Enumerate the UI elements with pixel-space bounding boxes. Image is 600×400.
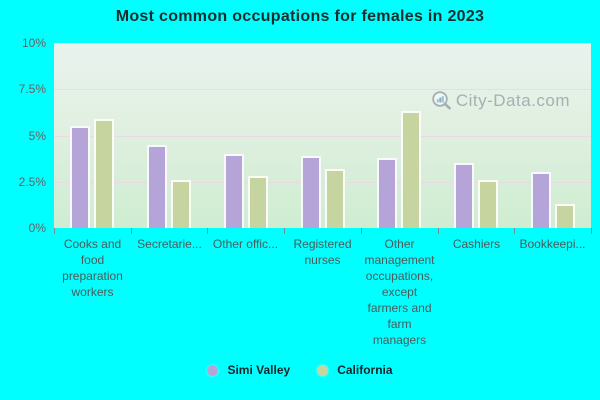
- x-axis-label: Cooks and food preparation workers: [62, 237, 123, 299]
- bar-california: [555, 204, 575, 228]
- x-axis-label: Secretarie...: [137, 237, 202, 251]
- x-axis-label: Other offic...: [212, 237, 279, 251]
- axis-tick: [438, 228, 439, 234]
- bar-simi-valley: [301, 156, 321, 228]
- legend-dot-california: [317, 364, 329, 376]
- bar-simi-valley: [70, 126, 90, 228]
- bar-simi-valley: [531, 172, 551, 228]
- axis-tick: [591, 228, 592, 234]
- axis-tick: [514, 228, 515, 234]
- bar-simi-valley: [147, 145, 167, 228]
- watermark-text: City-Data.com: [455, 91, 570, 110]
- axis-tick: [54, 228, 55, 234]
- bar-california: [94, 119, 114, 228]
- y-axis-label: 5%: [28, 129, 46, 143]
- bar-california: [171, 180, 191, 228]
- y-axis-label: 7.5%: [18, 82, 46, 96]
- y-axis-label: 0%: [28, 221, 46, 235]
- axis-tick: [361, 228, 362, 234]
- bar-simi-valley: [377, 158, 397, 228]
- axis-tick: [284, 228, 285, 234]
- gridline: [54, 136, 591, 137]
- x-axis-label: Registered nurses: [293, 237, 352, 267]
- bar-california: [325, 169, 345, 228]
- axis-tick: [207, 228, 208, 234]
- legend-label: California: [337, 363, 393, 377]
- x-axis-label: Other management occupations, except far…: [364, 237, 435, 347]
- legend-item-california: California: [317, 363, 393, 377]
- y-axis-label: 10%: [21, 36, 46, 50]
- legend-item-simi-valley: Simi Valley: [207, 363, 290, 377]
- bar-california: [248, 176, 268, 228]
- plot-area: City-Data.com: [54, 43, 591, 228]
- axis-tick: [131, 228, 132, 234]
- bar-california: [478, 180, 498, 228]
- x-axis-label: Cashiers: [452, 237, 501, 251]
- watermark: City-Data.com: [431, 90, 570, 112]
- y-axis-label: 2.5%: [18, 175, 46, 189]
- gridline: [54, 89, 591, 90]
- bar-simi-valley: [454, 163, 474, 228]
- legend-dot-simi-valley: [207, 364, 219, 376]
- legend: Simi Valley California: [0, 363, 600, 377]
- bar-california: [401, 111, 421, 228]
- x-axis-label: Bookkeepi...: [519, 237, 586, 251]
- chart-title: Most common occupations for females in 2…: [115, 8, 485, 25]
- gridline: [54, 182, 591, 183]
- legend-label: Simi Valley: [227, 363, 291, 377]
- bar-simi-valley: [224, 154, 244, 228]
- magnifier-icon: [431, 90, 453, 112]
